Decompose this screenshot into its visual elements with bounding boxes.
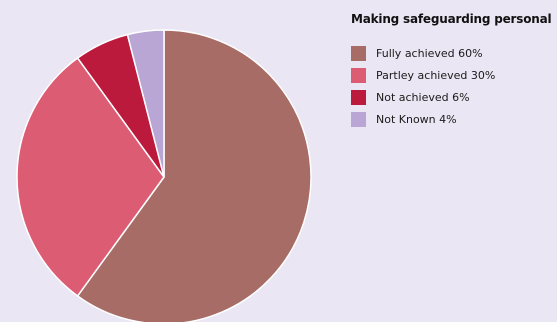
- legend-swatch-not-known: [351, 112, 366, 127]
- legend: Making safeguarding personal Fully achie…: [351, 12, 555, 134]
- legend-label-partley-achieved: Partley achieved 30%: [376, 69, 496, 82]
- chart-title: Making safeguarding personal: [351, 12, 552, 26]
- legend-item-fully-achieved: Fully achieved 60%: [351, 46, 555, 61]
- pie-slice-fully-achieved: [76, 29, 312, 322]
- legend-label-fully-achieved: Fully achieved 60%: [376, 47, 483, 60]
- pie-slice-not-known: [126, 29, 165, 178]
- legend-item-not-achieved: Not achieved 6%: [351, 90, 555, 105]
- pie-chart: [16, 29, 312, 322]
- pie-slice-partley-achieved: [16, 57, 165, 297]
- legend-item-partley-achieved: Partley achieved 30%: [351, 68, 555, 83]
- legend-label-not-achieved: Not achieved 6%: [376, 91, 470, 104]
- legend-swatch-partley-achieved: [351, 68, 366, 83]
- legend-swatch-not-achieved: [351, 90, 366, 105]
- legend-item-not-known: Not Known 4%: [351, 112, 555, 127]
- legend-swatch-fully-achieved: [351, 46, 366, 61]
- legend-label-not-known: Not Known 4%: [376, 113, 457, 126]
